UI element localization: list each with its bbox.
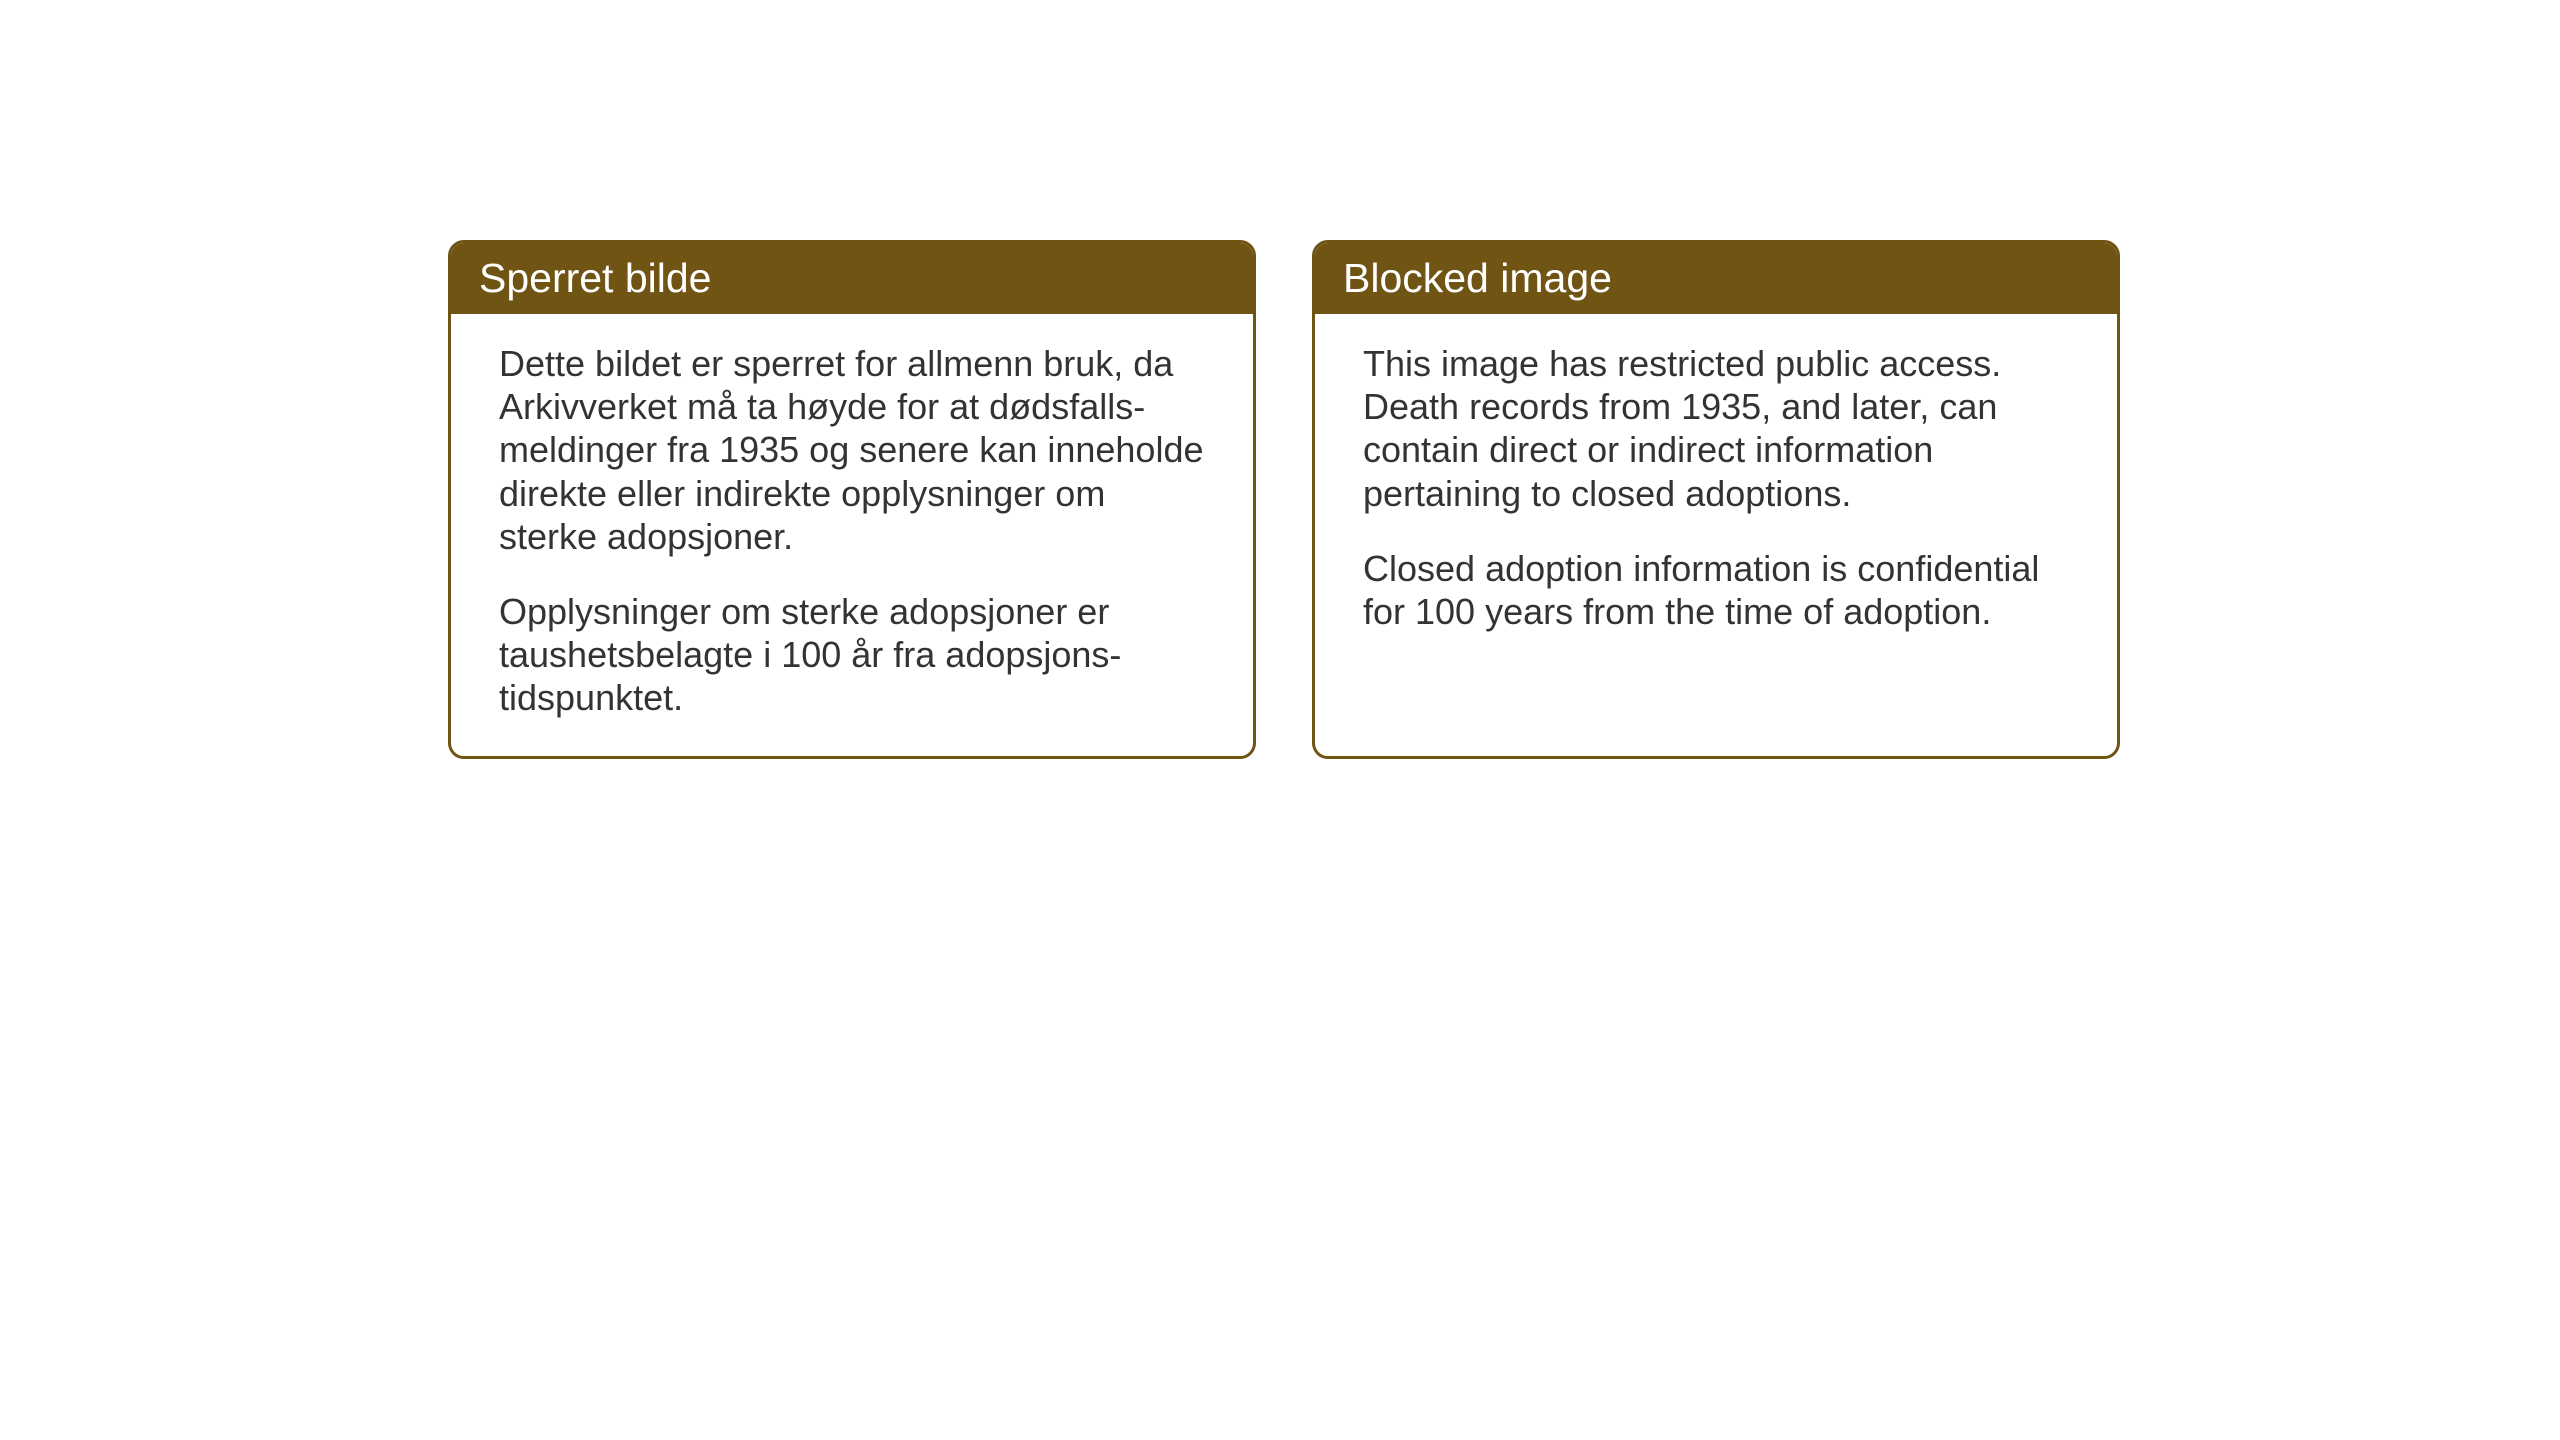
- notice-header-english: Blocked image: [1315, 243, 2117, 314]
- notice-title-norwegian: Sperret bilde: [479, 255, 711, 301]
- notice-card-norwegian: Sperret bilde Dette bildet er sperret fo…: [448, 240, 1256, 759]
- notice-paragraph-2-english: Closed adoption information is confident…: [1363, 547, 2069, 633]
- notice-header-norwegian: Sperret bilde: [451, 243, 1253, 314]
- notice-paragraph-1-norwegian: Dette bildet er sperret for allmenn bruk…: [499, 342, 1205, 558]
- notice-paragraph-2-norwegian: Opplysninger om sterke adopsjoner er tau…: [499, 590, 1205, 720]
- notice-body-english: This image has restricted public access.…: [1315, 314, 2117, 669]
- notice-title-english: Blocked image: [1343, 255, 1612, 301]
- notice-body-norwegian: Dette bildet er sperret for allmenn bruk…: [451, 314, 1253, 756]
- notice-card-english: Blocked image This image has restricted …: [1312, 240, 2120, 759]
- notice-paragraph-1-english: This image has restricted public access.…: [1363, 342, 2069, 515]
- notice-container: Sperret bilde Dette bildet er sperret fo…: [448, 240, 2120, 759]
